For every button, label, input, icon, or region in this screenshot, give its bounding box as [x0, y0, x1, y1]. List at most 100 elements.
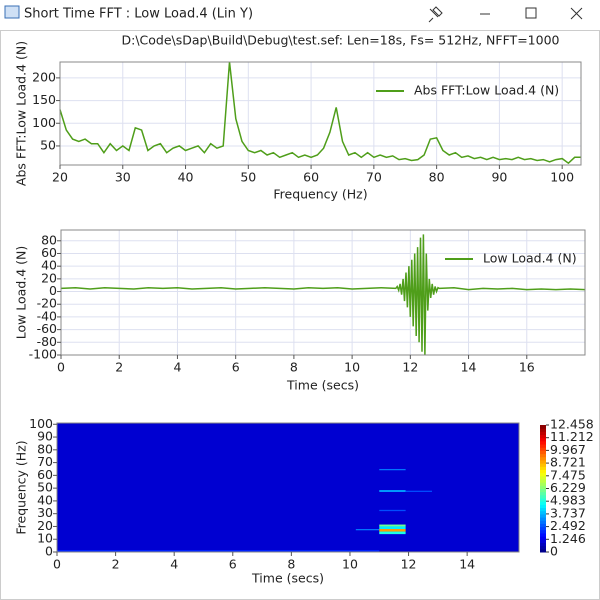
- y-tick-label: 80: [37, 441, 53, 456]
- x-tick-label: 30: [115, 170, 131, 185]
- colorbar-segment: [540, 542, 546, 547]
- plot-frame: [60, 229, 586, 356]
- colorbar-tick-label: 0: [550, 544, 558, 559]
- x-axis-label: Time (secs): [286, 378, 359, 393]
- y-tick-label: 50: [40, 137, 56, 152]
- colorbar-segment: [540, 510, 546, 515]
- colorbar-tick-label: 6.229: [550, 480, 586, 495]
- heatmap-cell: [379, 490, 406, 492]
- colorbar-tick-label: 3.737: [550, 505, 586, 520]
- colorbar-tick-label: 11.212: [550, 429, 594, 444]
- colorbar-segment: [540, 504, 546, 509]
- colorbar-segment: [540, 507, 546, 512]
- y-tick-label: 20: [41, 270, 57, 285]
- colorbar-segment: [540, 520, 546, 524]
- colorbar-tick-label: 4.983: [550, 493, 586, 508]
- y-axis-label: Frequency (Hz): [14, 440, 29, 534]
- y-axis-label: Low Load.4 (N): [14, 246, 29, 340]
- heatmap-cell: [379, 526, 406, 530]
- heatmap-cell: [405, 490, 432, 492]
- series-line: [60, 234, 586, 356]
- x-tick-label: 12: [402, 360, 418, 375]
- x-tick-label: 12: [401, 557, 417, 572]
- x-tick-label: 6: [232, 360, 240, 375]
- y-tick-label: 0: [45, 544, 53, 559]
- y-tick-label: 90: [37, 429, 53, 444]
- colorbar-segment: [540, 513, 546, 518]
- colorbar-segment: [540, 453, 546, 458]
- colorbar-segment: [540, 532, 546, 537]
- title-bar: Short Time FFT : Low Load.4 (Lin Y): [0, 0, 600, 30]
- plot-area: [61, 230, 585, 355]
- close-button[interactable]: [570, 7, 583, 20]
- heatmap-cell: [379, 509, 406, 512]
- colorbar-segment: [540, 501, 546, 505]
- y-tick-label: 60: [41, 245, 57, 260]
- y-tick-label: -80: [37, 334, 57, 349]
- y-tick-label: 40: [41, 258, 57, 273]
- x-tick-label: 80: [429, 170, 445, 185]
- colorbar-segment: [540, 466, 546, 470]
- colorbar-segment: [540, 485, 546, 489]
- colorbar-segment: [540, 529, 546, 534]
- x-tick-label: 2: [115, 360, 123, 375]
- colorbar-segment: [540, 548, 546, 553]
- y-tick-label: -20: [37, 296, 57, 311]
- colorbar-segment: [540, 491, 546, 496]
- x-tick-label: 0: [57, 360, 65, 375]
- colorbar-segment: [540, 475, 546, 480]
- heatmap-cell: [379, 524, 406, 527]
- x-tick-label: 0: [53, 557, 61, 572]
- colorbar-tick-label: 8.721: [550, 455, 586, 470]
- maximize-button[interactable]: [525, 7, 537, 19]
- colorbar-segment: [540, 539, 546, 543]
- colorbar-segment: [540, 482, 546, 486]
- x-tick-label: 8: [287, 557, 295, 572]
- x-axis-label: Frequency (Hz): [273, 187, 367, 202]
- colorbar-tick-label: 7.475: [550, 467, 586, 482]
- colorbar-segment: [540, 447, 546, 451]
- colorbar-segment: [540, 472, 546, 477]
- y-tick-label: 70: [37, 454, 53, 469]
- colorbar-segment: [540, 498, 546, 502]
- heatmap-cell: [379, 531, 406, 535]
- heatmap-cell: [57, 423, 519, 552]
- colorbar-tick-label: 1.246: [550, 531, 586, 546]
- x-tick-label: 4: [173, 360, 181, 375]
- colorbar-segment: [540, 488, 546, 493]
- colorbar-segment: [540, 494, 546, 499]
- y-tick-label: 0: [49, 283, 57, 298]
- heatmap-cell: [379, 468, 406, 471]
- heatmap-cell: [355, 529, 380, 531]
- y-tick-label: 30: [37, 505, 53, 520]
- legend-label: Abs FFT:Low Load.4 (N): [414, 83, 559, 98]
- title-bar-bg: [0, 0, 600, 30]
- y-tick-label: 10: [37, 531, 53, 546]
- x-tick-label: 90: [491, 170, 507, 185]
- window-title: Short Time FFT : Low Load.4 (Lin Y): [24, 7, 253, 22]
- y-tick-label: 80: [41, 232, 57, 247]
- y-tick-label: -100: [29, 347, 57, 362]
- x-tick-label: 50: [240, 170, 256, 185]
- x-tick-label: 10: [342, 557, 358, 572]
- colorbar-segment: [540, 428, 546, 432]
- x-tick-label: 16: [519, 360, 535, 375]
- legend-label: Low Load.4 (N): [483, 251, 577, 266]
- colorbar-segment: [540, 456, 546, 461]
- pin-button[interactable]: [428, 6, 443, 23]
- x-axis-label: Time (secs): [251, 571, 324, 586]
- colorbar-segment: [540, 440, 546, 445]
- x-tick-label: 14: [459, 557, 475, 572]
- x-tick-label: 2: [112, 557, 120, 572]
- colorbar-segment: [540, 469, 546, 474]
- chart-title: D:\Code\sDap\Build\Debug\test.sef: Len=1…: [122, 33, 560, 48]
- y-tick-label: 100: [29, 416, 53, 431]
- colorbar-segment: [540, 444, 546, 448]
- y-tick-label: 100: [32, 115, 56, 130]
- plot-frame: [56, 422, 520, 553]
- colorbar-segment: [540, 459, 546, 464]
- colorbar-segment: [540, 526, 546, 531]
- x-tick-label: 20: [52, 170, 68, 185]
